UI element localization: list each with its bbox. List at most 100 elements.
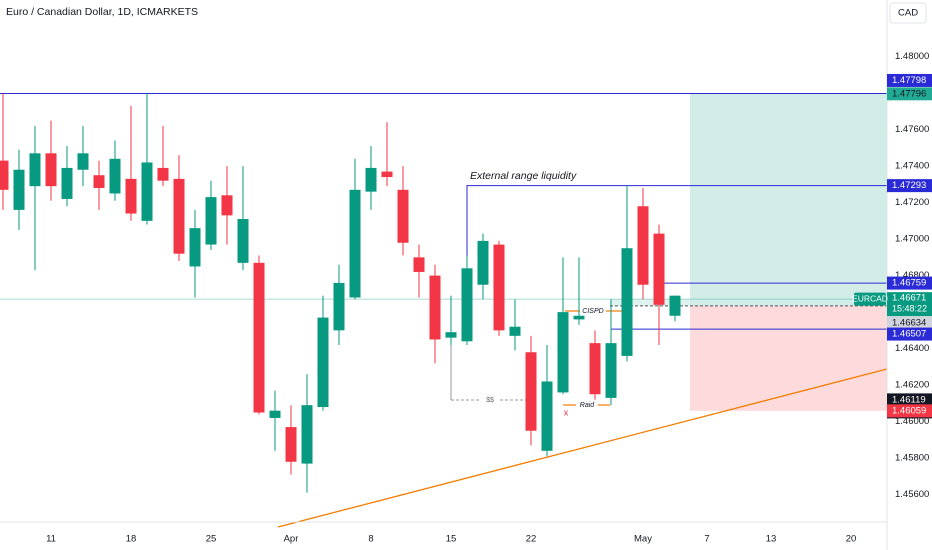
position-zones [610,93,887,411]
candle-body [29,153,41,187]
candle-body [541,381,553,451]
candle-body [45,153,57,187]
candle-body [333,282,345,331]
candle-body [669,295,681,316]
last-price-box [887,292,932,317]
candles [0,93,681,493]
trend-line [277,368,888,528]
candle-body [445,332,457,338]
candle-body [349,189,361,298]
countdown-label: 15:48:22 [892,304,927,314]
y-tick-label: 1.46400 [895,343,929,354]
candle-body [253,262,265,413]
range-label: External range liquidity [470,170,577,182]
candle-body [413,257,425,272]
candle-body [557,312,569,393]
price-label-box [887,179,932,193]
candle-body [573,315,585,320]
price-label: 1.46759 [892,278,926,289]
chart-title: Euro / Canadian Dollar, 1D, ICMARKETS [6,6,198,18]
target-zone [690,93,887,306]
candle-body [61,167,73,199]
candle-body [109,158,121,194]
price-label-box [887,87,932,101]
candle-body [605,343,617,398]
x-tick-label: 20 [846,534,857,545]
y-tick-label: 1.46000 [895,416,929,427]
candle-body [77,153,89,170]
x-tick-label: May [634,534,652,545]
candle-body [317,317,329,408]
candle-body [477,240,489,285]
price-label: 1.47293 [892,180,926,191]
candle-body [397,189,409,243]
price-labels: 1.47798 1.47796 1.47293 1.46759 1.466341.465… [852,73,932,419]
candle-body [621,248,633,356]
x-tick-label: 22 [526,534,537,545]
x-tick-label: 11 [46,534,56,545]
y-tick-label: 1.47200 [895,197,929,208]
candle-body [509,326,521,336]
candle-body [93,175,105,188]
symbol-label: EURCAD [852,293,888,303]
candle-body [189,228,201,267]
currency-button[interactable] [889,2,927,24]
x-tick-label: 15 [446,534,457,545]
candle-body [205,197,217,245]
x-label: x [564,407,569,417]
y-tick-label: 1.45800 [895,453,929,464]
candle-body [157,167,169,181]
price-label-box [887,393,932,407]
y-tick-label: 1.47600 [895,124,929,135]
candle-body [141,162,153,221]
candle-body [269,410,281,418]
x-tick-label: 18 [126,534,137,545]
candle-body [285,427,297,462]
currency-label[interactable]: CAD [898,8,918,19]
open-zone [610,299,690,306]
y-tick-label: 1.46800 [895,270,929,281]
candle-body [237,219,249,263]
price-label: 1.46119 [892,394,926,405]
candle-body [493,244,505,331]
price-label: 1.47798 [892,75,926,86]
x-tick-label: 13 [766,534,777,545]
candle-body [429,275,441,340]
price-label-box [887,316,932,330]
cisd-label: CISPD [582,308,603,315]
price-label: 1.46059 [892,405,926,416]
price-label-box [887,404,932,418]
candle-body [301,405,313,464]
candle-body [653,233,665,305]
candle-body [589,343,601,395]
x-tick-label: 25 [206,534,217,545]
candle-body [525,352,537,431]
candle-body [365,167,377,192]
candle-body [173,178,185,254]
raid-label: Raid [580,402,596,409]
level-lines [0,92,887,330]
candle-body [461,268,473,342]
price-label: 1.47796 [892,88,926,99]
candle-body [381,171,393,178]
y-tick-label: 1.48000 [895,51,929,62]
y-tick-label: 1.45600 [895,489,929,500]
x-tick-label: 7 [704,534,709,545]
candle-body [13,169,25,210]
price-label: 1.46507 [892,329,926,340]
x-tick-label: Apr [284,534,299,545]
y-tick-label: 1.46200 [895,380,929,391]
candle-body [0,160,9,190]
price-label-box [887,276,932,290]
price-label-box [887,73,932,87]
candle-body [125,178,137,214]
last-price-label: 1.46671 [892,293,926,304]
y-tick-label: 1.47000 [895,234,929,245]
stop-zone [690,305,887,411]
x-tick-label: 8 [368,534,373,545]
candle-body [221,195,233,216]
price-label: 1.46634 [892,317,926,328]
y-tick-label: 1.47400 [895,161,929,172]
candle-body [637,206,649,285]
